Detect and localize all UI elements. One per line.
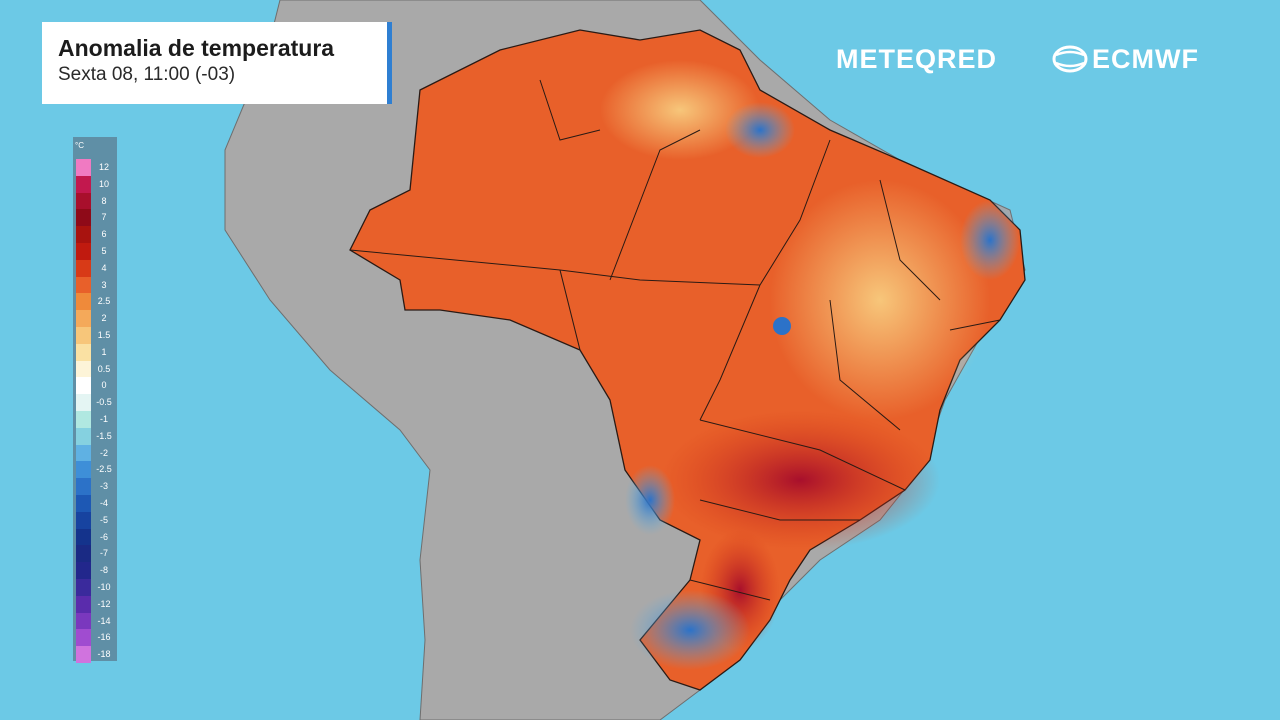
legend-tick-label: 1.5: [97, 330, 111, 340]
legend-swatch: [76, 562, 91, 580]
legend-swatch: [76, 444, 91, 462]
state-borders: [349, 79, 1001, 601]
cold-spot-rs: [630, 590, 750, 670]
title-box: Anomalia de temperatura Sexta 08, 11:00 …: [42, 22, 392, 104]
map-title: Anomalia de temperatura: [58, 35, 335, 61]
mild-north: [600, 60, 760, 160]
legend-swatch: [76, 293, 91, 311]
legend-swatch: [76, 243, 91, 261]
legend-tick-label: 10: [98, 178, 109, 189]
legend-swatch: [76, 259, 91, 278]
legend-swatch: [76, 579, 91, 597]
cold-spot-ms: [625, 465, 675, 535]
legend-tick-label: -8: [99, 565, 108, 576]
legend-tick-label: 5: [101, 246, 107, 256]
mild-northeast: [770, 180, 990, 420]
legend-swatch: [76, 629, 91, 647]
legend-swatch: [76, 545, 91, 563]
legend-swatch: [76, 394, 91, 412]
legend-swatch: [76, 646, 91, 664]
legend-swatch: [76, 377, 91, 395]
legend-swatch: [76, 478, 91, 496]
legend-tick-label: -14: [97, 615, 111, 626]
legend-tick-label: -6: [99, 531, 108, 542]
legend-swatch: [76, 192, 91, 210]
legend-tick-label: 4: [101, 262, 107, 273]
legend-tick-label: 3: [101, 279, 107, 290]
legend-swatch: [76, 360, 91, 378]
cold-spot-para: [725, 102, 795, 158]
legend-swatch: [76, 226, 91, 244]
legend-tick-label: -3: [99, 481, 108, 492]
legend-tick-label: 0.5: [97, 363, 111, 374]
cold-spot-goias: [773, 317, 791, 335]
legend-swatch: [76, 461, 91, 479]
legend-tick-label: 2: [101, 313, 107, 324]
legend-tick-label: 7: [101, 212, 107, 223]
legend-swatch: [76, 209, 91, 227]
legend-tick-label: 8: [101, 195, 107, 206]
legend-swatch: [76, 528, 91, 546]
hot-spot-southeast: [660, 410, 940, 550]
color-legend: °C 12 10 8 7 6 5 4 3 2.5 2 1.5 1 0.5 0 -0.5 -1 -1.5 -2 -2.…: [73, 137, 117, 664]
legend-tick-label: 6: [101, 229, 107, 240]
legend-tick-label: -2.5: [96, 464, 112, 475]
legend-swatch: [76, 327, 91, 345]
ecmwf-swirl-icon: [1052, 45, 1088, 73]
legend-tick-label: 12: [98, 162, 109, 172]
legend-swatch: [76, 612, 91, 630]
legend-swatch: [76, 276, 91, 294]
legend-tick-label: 1: [101, 346, 107, 357]
legend-tick-label: -2: [99, 447, 108, 458]
meteored-logo: METEQRED: [836, 44, 998, 74]
legend-swatch: [76, 159, 91, 177]
ecmwf-label: ECMWF: [1092, 44, 1199, 74]
cold-spot-coast: [960, 200, 1020, 280]
legend-tick-label: 0: [101, 380, 107, 391]
legend-swatch: [76, 595, 91, 614]
legend-tick-label: -4: [99, 498, 108, 508]
legend-tick-label: -12: [97, 598, 111, 609]
legend-tick-label: -5: [99, 514, 108, 525]
legend-tick-label: -18: [97, 649, 111, 660]
legend-swatch: [76, 427, 91, 446]
legend-swatch: [76, 343, 91, 362]
legend-tick-label: -10: [97, 582, 111, 592]
legend-tick-label: -0.5: [96, 397, 112, 408]
legend-tick-label: -16: [97, 632, 111, 643]
legend-swatch: [76, 310, 91, 328]
legend-swatch: [76, 495, 91, 513]
legend-swatch: [76, 175, 91, 194]
map-subtitle: Sexta 08, 11:00 (-03): [58, 64, 236, 85]
legend-tick-label: -7: [99, 548, 108, 559]
legend-tick-label: -1.5: [96, 430, 112, 441]
legend-swatch: [76, 411, 91, 429]
legend-swatch: [76, 511, 91, 530]
legend-unit: °C: [75, 141, 84, 150]
legend-tick-label: -1: [99, 414, 108, 424]
ecmwf-logo: ECMWF: [1052, 42, 1199, 76]
legend-tick-label: 2.5: [97, 296, 111, 307]
